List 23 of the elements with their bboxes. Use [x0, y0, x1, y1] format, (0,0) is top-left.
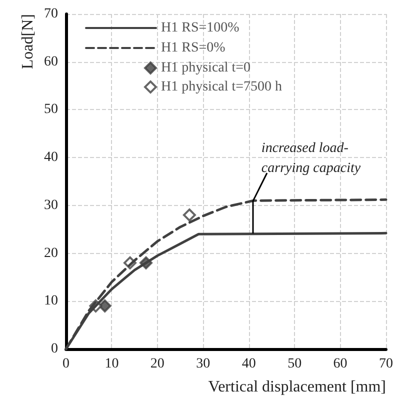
y-tick-label: 60 — [44, 54, 58, 70]
y-tick-label: 50 — [44, 102, 58, 118]
legend-label: H1 physical t=7500 h — [161, 80, 282, 94]
y-tick-label: 20 — [44, 246, 58, 261]
y-axis-title: Load[N] — [20, 14, 36, 70]
y-tick-label: 0 — [51, 342, 58, 356]
x-axis-title: Vertical displacement [mm] — [208, 378, 386, 396]
y-tick-label: 40 — [44, 150, 58, 166]
legend-label: H1 RS=0% — [161, 40, 226, 56]
x-tick-label: 60 — [333, 356, 348, 372]
x-tick-label: 30 — [196, 356, 210, 372]
x-tick-label: 40 — [242, 356, 256, 372]
x-tick-label: 70 — [379, 356, 393, 372]
legend-label: H1 physical t=0 — [161, 60, 251, 76]
y-tick-label: 10 — [44, 294, 58, 309]
annotation: increased load- carrying capacity — [261, 141, 362, 176]
x-tick-label: 50 — [288, 356, 302, 372]
y-tick-label: 70 — [44, 6, 58, 22]
legend-label: H1 RS=100% — [161, 20, 240, 36]
x-tick-label: 20 — [150, 356, 164, 372]
x-tick-label: 0 — [62, 356, 70, 372]
y-tick-label: 30 — [44, 198, 58, 213]
x-tick-label: 10 — [104, 356, 119, 372]
